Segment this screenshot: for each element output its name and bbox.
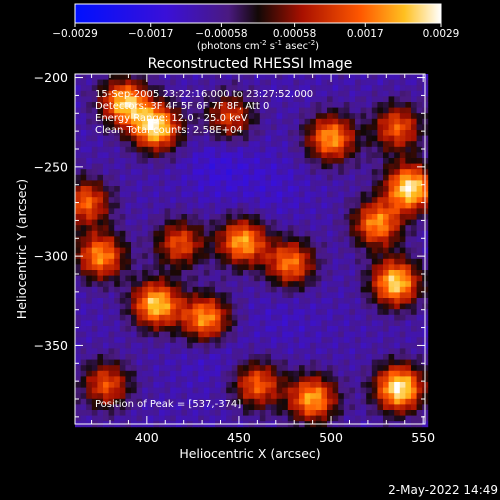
peak-position-label: Position of Peak = [537,-374] bbox=[95, 399, 241, 410]
info-line: Clean Total counts: 2.58E+04 bbox=[95, 125, 243, 136]
plot-title: Reconstructed RHESSI Image bbox=[148, 56, 353, 72]
colorbar-tick-label: 0.0017 bbox=[347, 28, 384, 40]
colorbar-tick-label: −0.00058 bbox=[195, 28, 247, 40]
info-line: Detectors: 3F 4F 5F 6F 7F 8F, Att 0 bbox=[95, 101, 269, 112]
y-tick-label: −300 bbox=[34, 249, 68, 264]
colorbar-tick-label: 0.00058 bbox=[273, 28, 316, 40]
colorbar-tick-label: 0.0029 bbox=[423, 28, 460, 40]
colorbar-tick-label: −0.0017 bbox=[128, 28, 174, 40]
y-tick-label: −250 bbox=[34, 159, 68, 174]
y-axis-label: Heliocentric Y (arcsec) bbox=[14, 179, 29, 319]
colorbar-tick-label: −0.0029 bbox=[52, 28, 98, 40]
info-line: Energy Range: 12.0 - 25.0 keV bbox=[95, 113, 248, 124]
colorbar: −0.0029 −0.0017 −0.00058 0.00058 0.0017 0.002… bbox=[52, 3, 460, 52]
plot-frame bbox=[74, 73, 426, 425]
footer-date: 2-May-2022 14:49 bbox=[388, 483, 498, 497]
colorbar-frame bbox=[74, 3, 442, 24]
x-tick-label: 450 bbox=[227, 430, 251, 445]
info-line: 15-Sep-2005 23:22:16.000 to 23:27:52.000 bbox=[95, 89, 313, 100]
colorbar-gradient bbox=[75, 4, 441, 23]
x-tick-label: 500 bbox=[319, 430, 343, 445]
x-tick-label: 550 bbox=[411, 430, 435, 445]
y-tick-label: −200 bbox=[34, 70, 68, 85]
colorbar-unit-label: (photons cm-2 s-1 asec-2) bbox=[197, 39, 319, 52]
x-axis-label: Heliocentric X (arcsec) bbox=[179, 446, 320, 461]
heatmap-image bbox=[75, 74, 429, 428]
x-tick-label: 400 bbox=[135, 430, 159, 445]
y-tick-label: −350 bbox=[34, 338, 68, 353]
